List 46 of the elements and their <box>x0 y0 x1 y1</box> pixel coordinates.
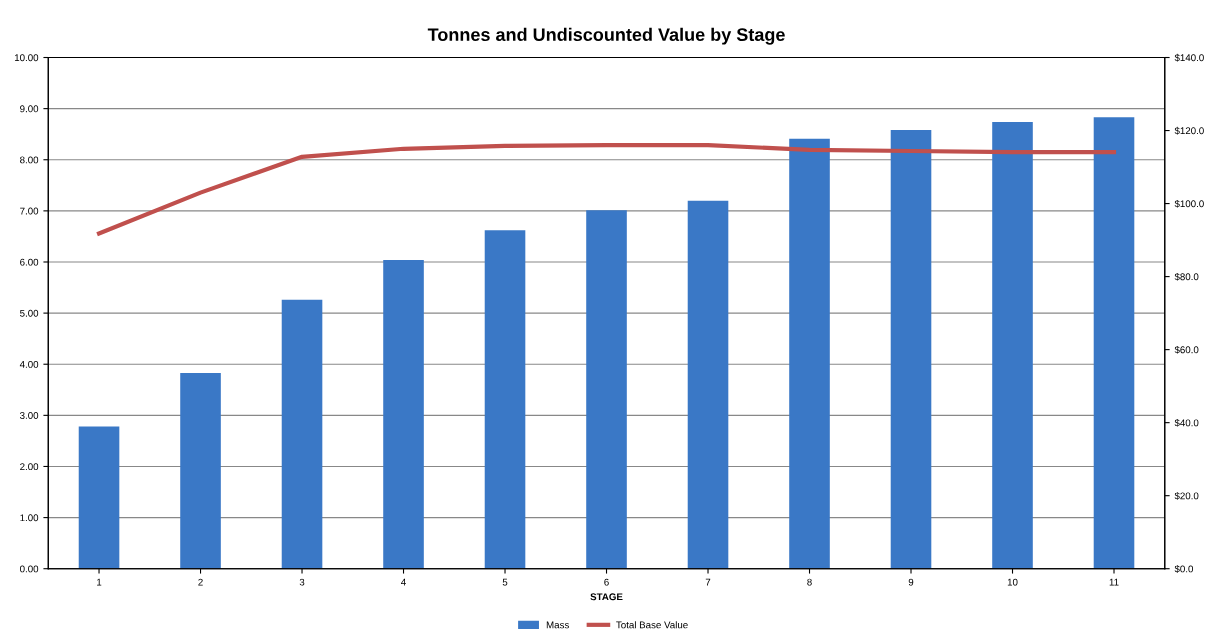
chart-title: Tonnes and Undiscounted Value by Stage <box>427 27 785 45</box>
x-tick-label: 8 <box>807 578 812 586</box>
x-tick-label: 1 <box>97 578 102 586</box>
y-tick-label: 3.00 <box>20 412 39 419</box>
x-tick-label: 7 <box>705 578 711 586</box>
x-tick-label: 6 <box>604 578 609 586</box>
bar <box>78 426 120 569</box>
y-tick-label: 4.00 <box>19 360 39 368</box>
y2-tick-label: $120.0 <box>1174 126 1204 135</box>
y2-tick-label: $20.0 <box>1174 492 1199 500</box>
bar <box>484 230 526 569</box>
legend-label: Total Base Value <box>616 621 688 629</box>
bar <box>1093 117 1135 569</box>
x-tick-label: 3 <box>299 578 305 586</box>
bar <box>789 138 830 569</box>
y2-tick-label: $140.0 <box>1174 53 1204 62</box>
y-tick-label: 8.00 <box>20 156 39 164</box>
y2-tick-label: $40.0 <box>1174 418 1199 427</box>
bar <box>586 210 627 569</box>
x-axis-title: STAGE <box>590 593 623 601</box>
bar <box>383 259 424 569</box>
legend-label: Mass <box>546 621 569 629</box>
bar <box>687 200 729 569</box>
x-tick-label: 2 <box>198 578 203 586</box>
y-tick-label: 10.00 <box>14 54 39 62</box>
y2-tick-label: $0.0 <box>1174 565 1194 573</box>
y-tick-label: 7.00 <box>20 207 39 215</box>
x-tick-label: 9 <box>908 578 914 586</box>
y-tick-label: 2.00 <box>20 463 39 471</box>
bar <box>890 130 932 569</box>
x-tick-label: 5 <box>502 578 508 586</box>
line-series <box>96 143 1117 236</box>
y-tick-label: 9.00 <box>20 105 39 113</box>
bar <box>992 121 1033 569</box>
y2-tick-label: $60.0 <box>1174 345 1199 354</box>
y-tick-label: 1.00 <box>20 514 39 522</box>
x-tick-label: 4 <box>401 578 406 586</box>
x-tick-label: 11 <box>1109 578 1119 586</box>
bar <box>180 372 221 569</box>
y-tick-label: 0.00 <box>20 565 39 573</box>
y-tick-label: 6.00 <box>20 258 39 266</box>
bar <box>281 299 323 569</box>
y-tick-label: 5.00 <box>20 309 39 317</box>
x-tick-label: 10 <box>1007 578 1018 586</box>
y2-tick-label: $100.0 <box>1174 199 1204 208</box>
y2-tick-label: $80.0 <box>1174 272 1199 281</box>
